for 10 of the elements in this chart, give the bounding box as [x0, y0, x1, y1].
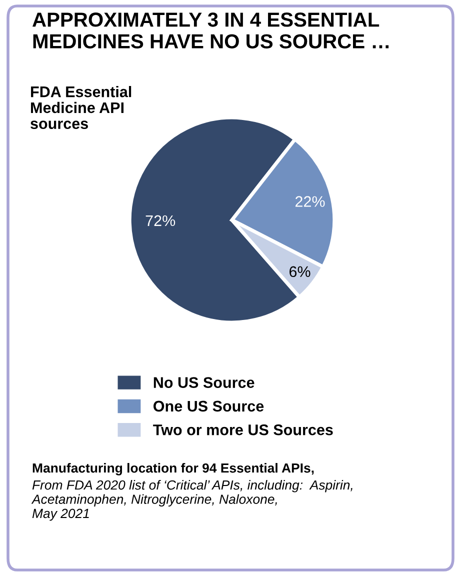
data-label: 72%	[146, 215, 176, 226]
legend-label: No US Source	[154, 377, 254, 388]
text: From FDA 2020 list of ‘Critical’ APIs, including: Aspirin, Acetaminophen, Nitroglycerine, Naloxone, May 2021	[31, 480, 352, 521]
legend-label: One US Source	[154, 400, 264, 412]
data-label: 6%	[290, 266, 310, 278]
text: Manufacturing location for 94 Essential APIs,	[32, 463, 314, 476]
chart-title: APPROXIMATELY 3 IN 4 ESSENTIAL MEDICINES HAVE NO US SOURCE …	[32, 12, 389, 48]
chart-subtitle: FDA Essential Medicine API sources	[30, 86, 132, 130]
legend-label: Two or more US Sources	[153, 424, 333, 436]
data-label: 22%	[295, 196, 325, 207]
